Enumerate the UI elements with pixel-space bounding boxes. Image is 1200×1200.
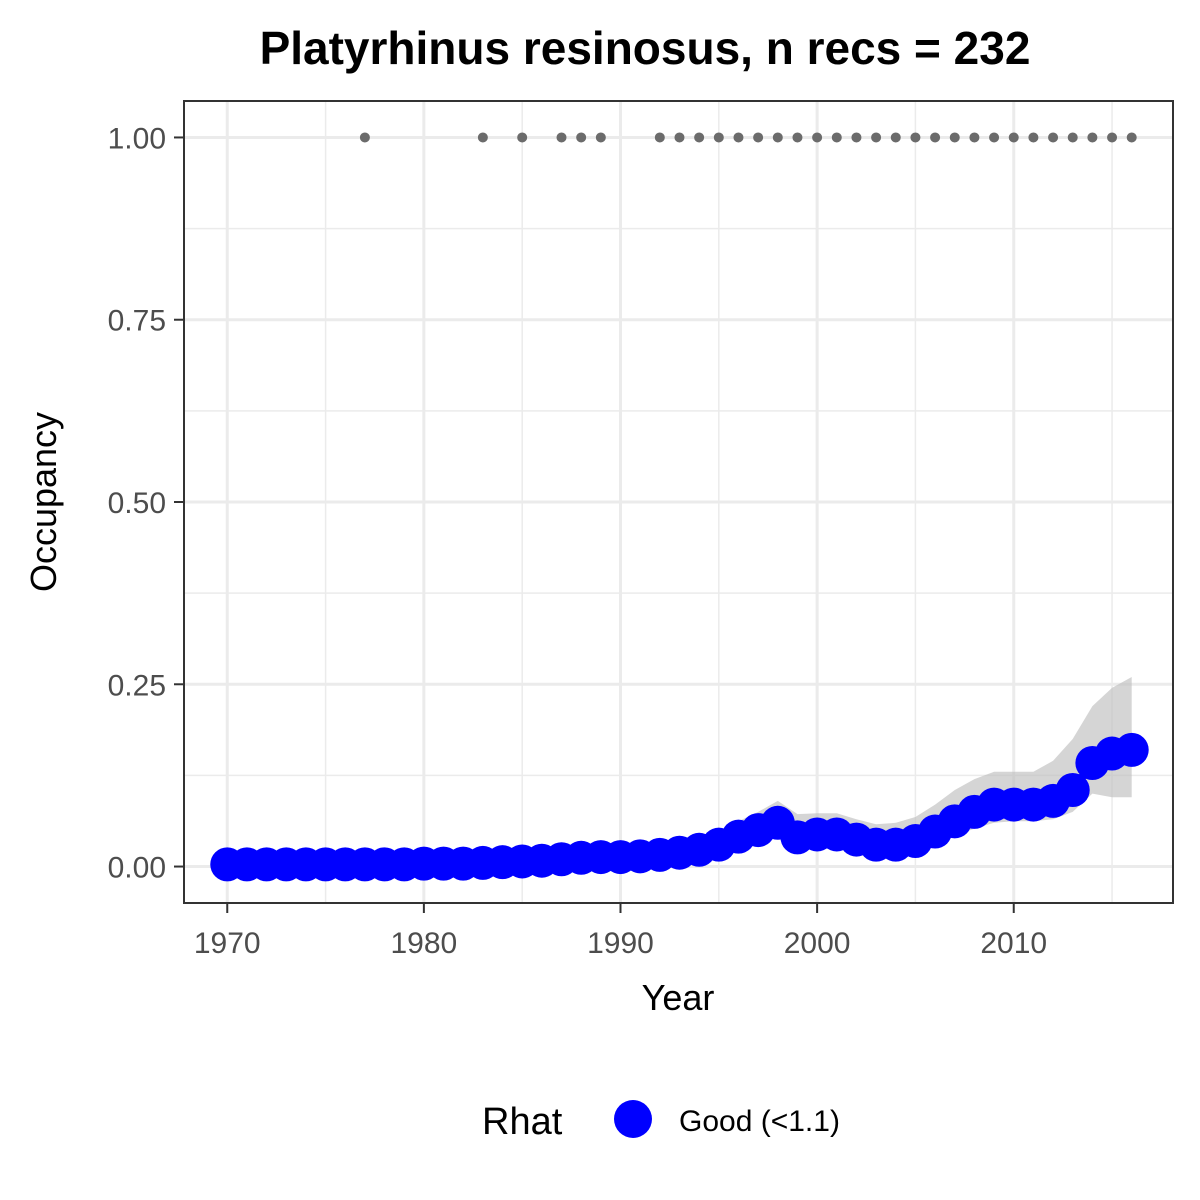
record-point — [812, 132, 823, 143]
record-point — [1008, 132, 1019, 143]
record-point — [359, 132, 370, 143]
record-point — [1126, 132, 1137, 143]
axis-ticks — [174, 136, 1015, 913]
legend-title: Rhat — [482, 1101, 563, 1143]
record-point — [851, 132, 862, 143]
record-point — [517, 132, 528, 143]
record-point — [1107, 132, 1118, 143]
y-tick-label: 1.00 — [108, 122, 166, 155]
record-points-layer — [359, 132, 1137, 143]
occupancy-series-layer — [210, 732, 1149, 882]
record-point — [713, 132, 724, 143]
x-tick-label: 1970 — [194, 927, 261, 960]
record-point — [831, 132, 842, 143]
x-axis-title: Year — [642, 977, 715, 1018]
x-tick-label: 2000 — [784, 927, 851, 960]
legend-label-good: Good (<1.1) — [679, 1105, 840, 1138]
chart-title: Platyrhinus resinosus, n recs = 232 — [260, 22, 1031, 74]
record-point — [654, 132, 665, 143]
record-point — [556, 132, 567, 143]
record-point — [595, 132, 606, 143]
record-point — [910, 132, 921, 143]
x-tick-label: 1990 — [587, 927, 654, 960]
x-tick-label: 1980 — [391, 927, 458, 960]
record-point — [576, 132, 587, 143]
record-point — [969, 132, 980, 143]
record-point — [989, 132, 1000, 143]
record-point — [674, 132, 685, 143]
x-tick-label: 2010 — [980, 927, 1047, 960]
record-point — [772, 132, 783, 143]
y-tick-label: 0.50 — [108, 487, 166, 520]
legend-key-good — [614, 1100, 652, 1138]
record-point — [477, 132, 488, 143]
y-tick-label: 0.00 — [108, 852, 166, 885]
record-point — [1028, 132, 1039, 143]
record-point — [753, 132, 764, 143]
record-point — [949, 132, 960, 143]
record-point — [871, 132, 882, 143]
axis-tick-labels: 1970 1980 1990 2000 2010 0.00 0.25 0.50 0.75 1.00 — [108, 122, 1048, 960]
record-point — [890, 132, 901, 143]
occupancy-point — [1055, 772, 1090, 807]
legend: Rhat Good (<1.1) — [482, 1100, 840, 1143]
y-tick-label: 0.25 — [108, 669, 166, 702]
record-point — [930, 132, 941, 143]
y-tick-label: 0.75 — [108, 305, 166, 338]
occupancy-point — [1114, 732, 1149, 767]
record-point — [694, 132, 705, 143]
y-axis-title: Occupancy — [23, 412, 64, 592]
record-point — [733, 132, 744, 143]
record-point — [1087, 132, 1098, 143]
record-point — [1048, 132, 1059, 143]
record-point — [1067, 132, 1078, 143]
record-point — [792, 132, 803, 143]
